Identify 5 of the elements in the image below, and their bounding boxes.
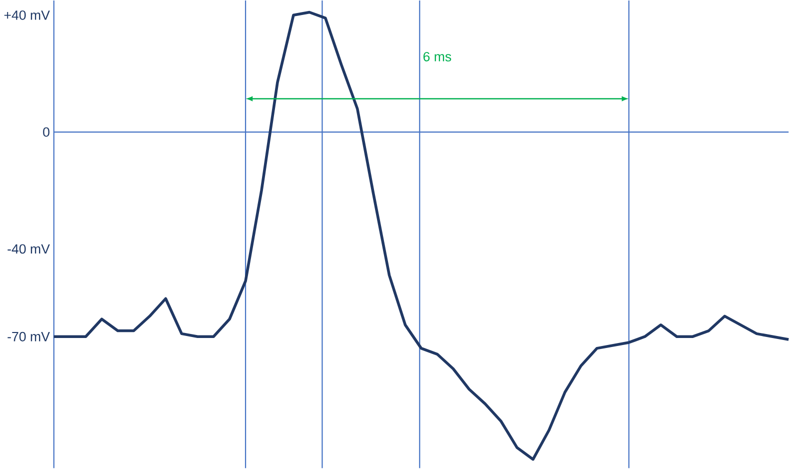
- y-tick-label: -70 mV: [8, 332, 50, 342]
- y-tick-label: -40 mV: [8, 244, 50, 254]
- y-tick-label: 0: [43, 128, 50, 137]
- y-tick-label: +40 mV: [4, 10, 50, 20]
- annotation: 6 ms: [423, 52, 452, 62]
